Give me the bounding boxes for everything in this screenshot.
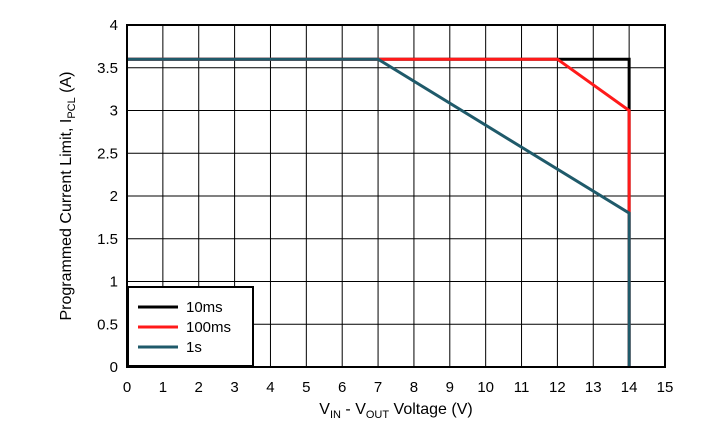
- x-tick-label: 7: [374, 379, 382, 396]
- x-tick-label: 0: [123, 379, 131, 396]
- legend-label-100ms: 100ms: [186, 319, 231, 336]
- y-tick-labels: 0 0.5 1 1.5 2 2.5 3 3.5 4: [97, 17, 118, 376]
- y-axis-label: Programmed Current Limit, IPCL (A): [58, 71, 78, 320]
- x-tick-label: 3: [230, 379, 238, 396]
- legend-label-10ms: 10ms: [186, 299, 223, 316]
- legend: 10ms 100ms 1s: [127, 286, 254, 367]
- x-tick-label: 11: [514, 379, 530, 396]
- y-tick-label: 3: [110, 103, 118, 120]
- x-tick-label: 14: [621, 379, 638, 396]
- plot-frame: [126, 24, 666, 368]
- x-tick-label: 6: [338, 379, 346, 396]
- y-tick-label: 3.5: [97, 60, 118, 77]
- x-tick-label: 15: [657, 379, 674, 396]
- y-tick-label: 1.5: [97, 231, 118, 248]
- x-axis-label: VIN - VOUT Voltage (V): [319, 401, 472, 421]
- x-tick-label: 10: [477, 379, 494, 396]
- x-tick-label: 1: [159, 379, 167, 396]
- y-tick-label: 4: [110, 17, 118, 34]
- series-line-1s: [127, 57, 631, 367]
- y-tick-label: 2.5: [97, 145, 118, 162]
- x-tick-label: 13: [585, 379, 602, 396]
- y-tick-label: 0.5: [97, 316, 118, 333]
- y-tick-label: 2: [110, 188, 118, 205]
- x-tick-label: 4: [266, 379, 274, 396]
- x-tick-label: 5: [302, 379, 310, 396]
- x-tick-label: 12: [549, 379, 566, 396]
- x-tick-label: 9: [446, 379, 454, 396]
- x-tick-labels: 0 1 2 3 4 5 6 7 8 9 10 11 12 13 14 15: [123, 379, 674, 396]
- series-lines: [127, 57, 631, 367]
- x-tick-label: 2: [195, 379, 203, 396]
- x-tick-label: 8: [410, 379, 418, 396]
- y-tick-label: 0: [110, 359, 118, 376]
- legend-label-1s: 1s: [186, 339, 202, 356]
- y-tick-label: 1: [110, 274, 118, 291]
